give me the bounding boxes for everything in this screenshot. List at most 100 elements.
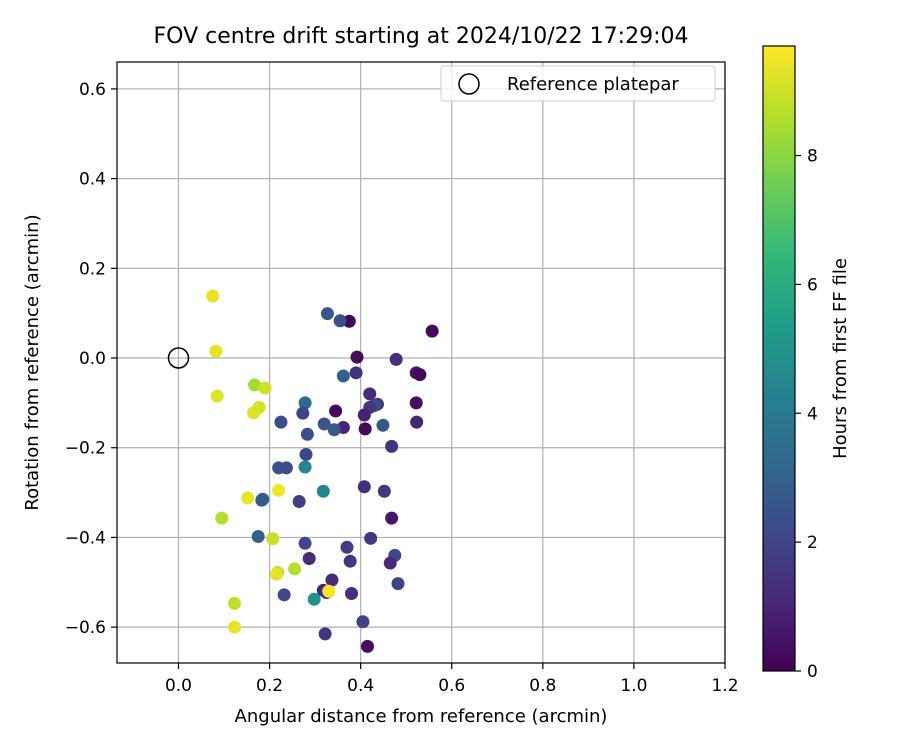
data-point (251, 530, 265, 544)
data-point (272, 483, 286, 497)
x-tick-label: 1.0 (620, 676, 647, 696)
data-point (376, 418, 390, 432)
y-axis-ticks: −0.6 −0.4 −0.2 0.0 0.2 0.4 0.6 (65, 80, 117, 638)
data-point (296, 406, 310, 420)
data-point (350, 350, 364, 364)
data-point (320, 307, 334, 321)
gridlines (117, 62, 726, 663)
data-point (389, 352, 403, 366)
data-point (357, 480, 371, 494)
colorbar-tick-label: 4 (807, 404, 818, 424)
data-point (425, 324, 439, 338)
data-point (385, 511, 399, 525)
x-tick-label: 1.2 (711, 676, 738, 696)
colorbar-tick-label: 0 (807, 662, 818, 682)
data-point (364, 531, 378, 545)
colorbar-tick-label: 8 (807, 147, 818, 167)
x-tick-label: 0.8 (529, 676, 556, 696)
data-point (363, 387, 377, 401)
data-point (255, 493, 269, 507)
colorbar: 0 2 4 6 8 Hours from first FF file (762, 45, 851, 682)
y-tick-label: −0.2 (65, 439, 106, 459)
data-point (247, 406, 261, 420)
data-point (206, 289, 220, 303)
data-point (333, 314, 347, 328)
y-tick-label: 0.4 (79, 170, 106, 190)
data-point (307, 592, 321, 606)
data-point (345, 586, 359, 600)
data-point (358, 422, 372, 436)
colorbar-ticks: 0 2 4 6 8 (795, 147, 818, 682)
x-tick-label: 0.2 (256, 676, 283, 696)
scatter-points (206, 289, 439, 653)
data-point (383, 556, 397, 570)
colorbar-tick-label: 6 (807, 275, 818, 295)
y-tick-label: 0.6 (79, 80, 106, 100)
data-point (316, 484, 330, 498)
data-point (385, 439, 399, 453)
y-tick-label: 0.0 (79, 349, 106, 369)
data-point (343, 554, 357, 568)
data-point (299, 447, 313, 461)
colorbar-frame (762, 45, 796, 672)
data-point (241, 491, 255, 505)
data-point (340, 540, 354, 554)
data-point (327, 423, 341, 437)
data-point (292, 495, 306, 509)
data-point (274, 415, 288, 429)
data-point (377, 484, 391, 498)
y-tick-label: 0.2 (79, 259, 106, 279)
colorbar-label: Hours from first FF file (830, 258, 851, 459)
data-point (349, 366, 363, 380)
data-point (266, 532, 280, 546)
data-point (317, 417, 331, 431)
data-point (357, 408, 371, 422)
data-point (409, 396, 423, 410)
reference-platepar-marker (167, 347, 190, 369)
data-point (322, 584, 336, 598)
data-point (215, 511, 229, 525)
data-point (209, 344, 223, 358)
data-point (248, 378, 262, 392)
data-point (336, 369, 350, 383)
data-point (298, 396, 312, 410)
data-point (228, 620, 242, 634)
x-axis-label: Angular distance from reference (arcmin) (235, 706, 608, 727)
data-point (413, 368, 427, 382)
chart-title: FOV centre drift starting at 2024/10/22 … (154, 24, 689, 49)
y-tick-label: −0.4 (65, 528, 106, 548)
data-point (269, 567, 283, 581)
data-point (300, 427, 314, 441)
data-point (325, 573, 339, 587)
data-point (228, 596, 242, 610)
x-tick-label: 0.0 (165, 676, 192, 696)
data-point (329, 404, 343, 418)
data-point (258, 381, 272, 395)
data-point (391, 577, 405, 591)
data-point (410, 415, 424, 429)
x-tick-label: 0.4 (347, 676, 374, 696)
y-tick-label: −0.6 (65, 618, 106, 638)
data-point (279, 461, 293, 475)
legend-box (440, 65, 716, 102)
data-point (277, 588, 291, 602)
axes-frame (116, 61, 726, 664)
colorbar-tick-label: 2 (807, 533, 818, 553)
data-point (210, 389, 224, 403)
data-point (298, 460, 312, 474)
data-point (288, 562, 302, 576)
legend-label: Reference platepar (507, 74, 679, 95)
legend: Reference platepar (440, 65, 716, 102)
colorbar-gradient (763, 46, 795, 671)
data-point (298, 536, 312, 550)
data-point (318, 627, 332, 641)
plot-area: 0.0 0.2 0.4 0.6 0.8 1.0 1.2 −0.6 −0.4 −0.2 0.0 0.2… (65, 61, 739, 696)
y-axis-label: Rotation from reference (arcmin) (22, 214, 43, 510)
x-tick-label: 0.6 (438, 676, 465, 696)
x-axis-ticks: 0.0 0.2 0.4 0.6 0.8 1.0 1.2 (165, 663, 739, 696)
data-point (356, 615, 370, 629)
data-point (302, 551, 316, 565)
data-point (360, 639, 374, 653)
legend-reference-marker (458, 73, 480, 95)
